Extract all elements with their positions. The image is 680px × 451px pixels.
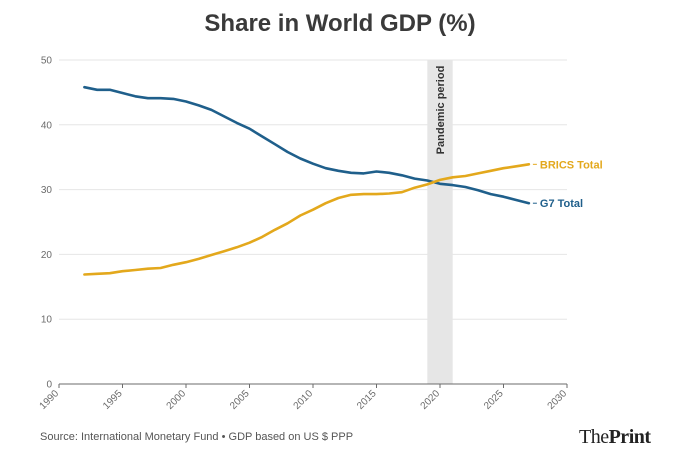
pandemic-period-label: Pandemic period xyxy=(435,66,447,155)
y-tick-label-50: 50 xyxy=(41,56,53,67)
series-labels: G7 Total BRICS Total xyxy=(532,159,603,210)
y-tick-label-30: 30 xyxy=(41,185,53,196)
chart-title: Share in World GDP (%) xyxy=(204,10,476,37)
x-tick-label-2005: 2005 xyxy=(228,388,252,412)
x-tick-label-2030: 2030 xyxy=(546,388,570,412)
y-tick-label-20: 20 xyxy=(41,250,53,261)
series-label-g7-total: G7 Total xyxy=(540,198,583,210)
x-tick-label-2015: 2015 xyxy=(355,388,379,412)
brand-logo-part2: Print xyxy=(608,426,651,448)
y-tick-label-0: 0 xyxy=(46,380,52,391)
gridlines xyxy=(59,59,567,320)
x-tick-label-2000: 2000 xyxy=(165,388,189,412)
x-tick-label-2025: 2025 xyxy=(482,388,506,412)
pandemic-period-band xyxy=(427,60,453,384)
brand-logo-part1: The xyxy=(579,426,609,448)
y-tick-label-40: 40 xyxy=(41,120,53,131)
pandemic-band: Pandemic period xyxy=(427,60,453,384)
source-note: Source: International Monetary Fund • GD… xyxy=(40,431,354,443)
series-line-g7-total xyxy=(83,85,531,205)
x-tick-label-1995: 1995 xyxy=(101,388,125,412)
x-tick-label-2010: 2010 xyxy=(292,388,316,412)
series-line-brics-total xyxy=(83,163,531,276)
brand-logo: ThePrint xyxy=(579,426,651,449)
series-lines xyxy=(83,85,531,276)
x-tick-label-1990: 1990 xyxy=(38,388,62,412)
series-label-brics-total: BRICS Total xyxy=(540,159,603,171)
y-tick-label-10: 10 xyxy=(41,315,53,326)
x-tick-label-2020: 2020 xyxy=(419,388,443,412)
